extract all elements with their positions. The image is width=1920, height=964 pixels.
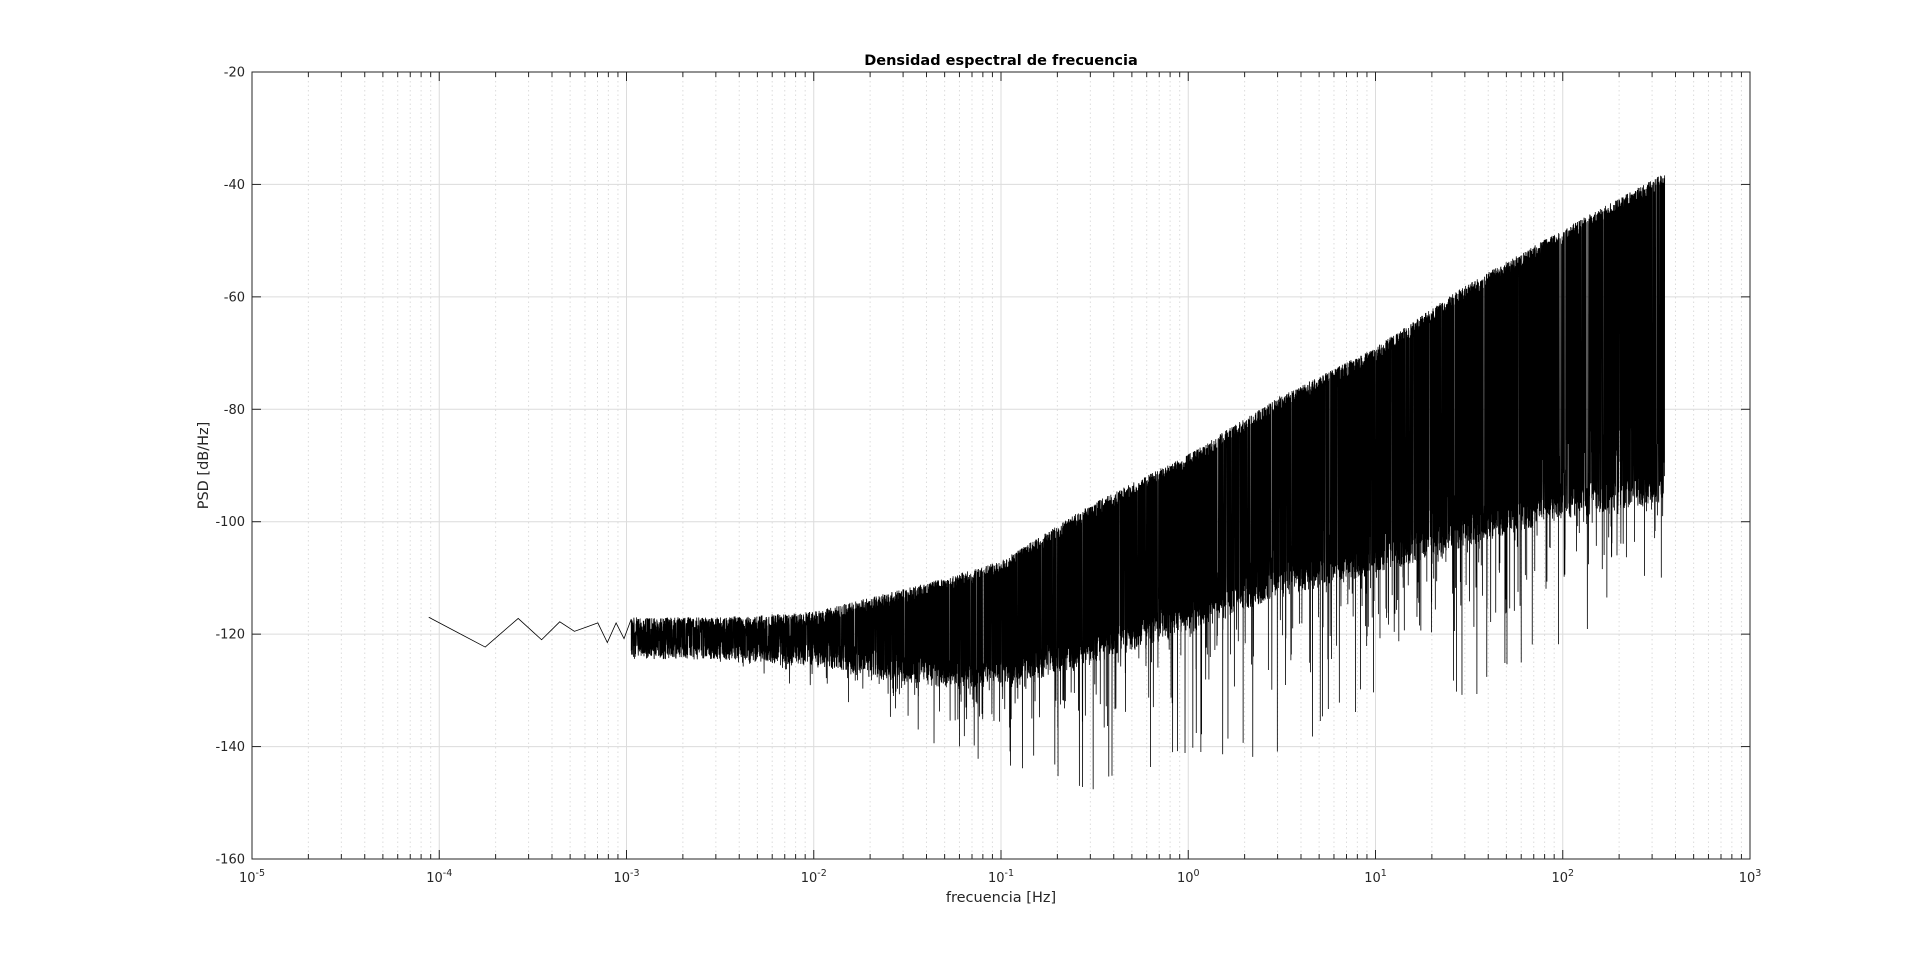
y-tick-label: -120 [215,628,245,643]
x-tick-label: 10-1 [988,868,1014,886]
y-tick-label: -60 [224,290,245,305]
y-tick-label: -100 [215,515,245,530]
x-tick-label: 103 [1739,868,1762,886]
y-axis-label: PSD [dB/Hz] [196,422,212,510]
y-tick-label: -160 [215,853,245,868]
chart-title: Densidad espectral de frecuencia [864,53,1138,69]
x-tick-label: 10-4 [426,868,452,886]
x-tick-label: 10-2 [801,868,827,886]
x-axis-label: frecuencia [Hz] [946,890,1056,906]
x-tick-label: 10-3 [613,868,639,886]
x-tick-label: 102 [1551,868,1574,886]
psd-trace [428,175,1666,790]
y-tick-label: -80 [224,403,245,418]
x-tick-label: 101 [1364,868,1387,886]
x-tick-labels: 10-5 10-4 10-3 10-2 10-1 100 101 102 103 [239,868,1761,886]
y-tick-label: -140 [215,740,245,755]
y-tick-label: -20 [224,66,245,81]
x-tick-label: 100 [1177,868,1200,886]
psd-line [428,175,1666,790]
x-tick-label: 10-5 [239,868,265,886]
y-tick-labels: -160 -140 -120 -100 -80 -60 -40 -20 [215,66,245,868]
ticks [251,71,1751,860]
y-tick-label: -40 [224,178,245,193]
